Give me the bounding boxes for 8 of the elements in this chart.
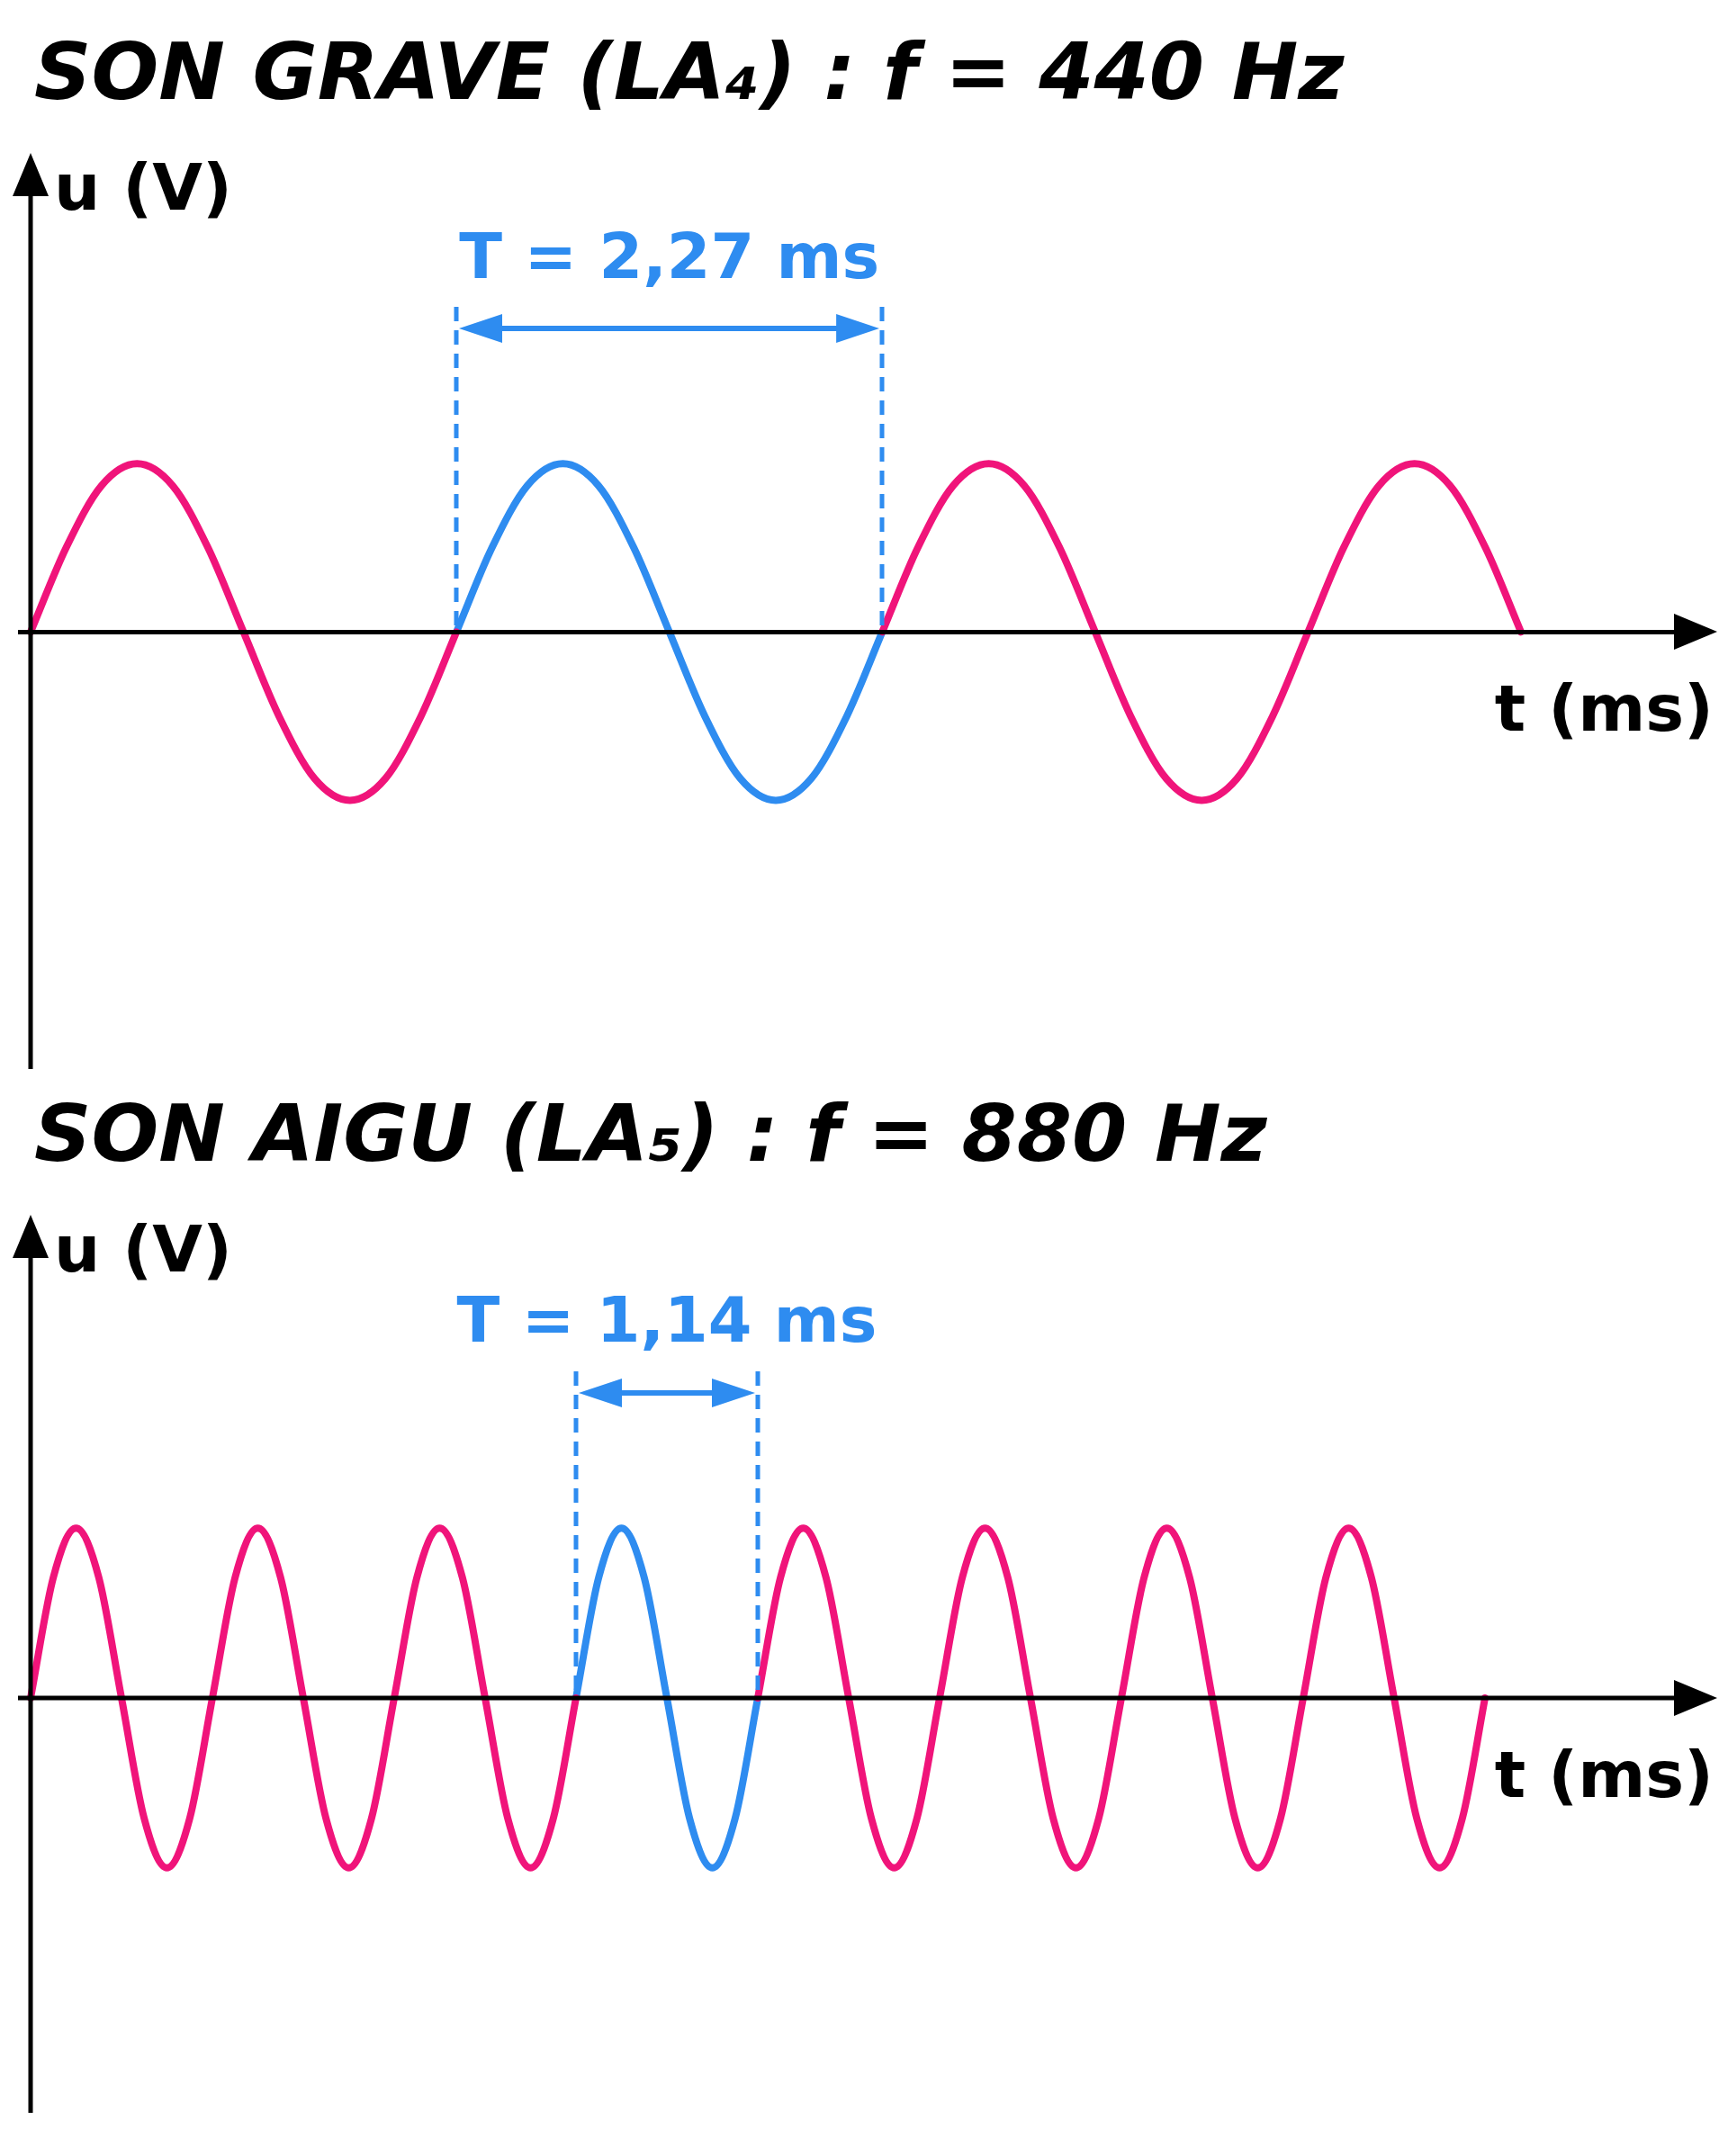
chart-title: SON AIGU (LA₅) : f = 880 Hz <box>34 1087 1267 1180</box>
text: T = 2,27 ms <box>459 219 880 293</box>
chart-title: SON GRAVE (LA₄) : f = 440 Hz <box>34 25 1345 118</box>
text: T = 1,14 ms <box>456 1283 878 1358</box>
x-axis-title: t (ms) <box>1494 670 1714 747</box>
x-axis-title: t (ms) <box>1494 1736 1714 1812</box>
y-axis-title: u (V) <box>54 1210 232 1287</box>
y-axis-title: u (V) <box>54 148 232 225</box>
